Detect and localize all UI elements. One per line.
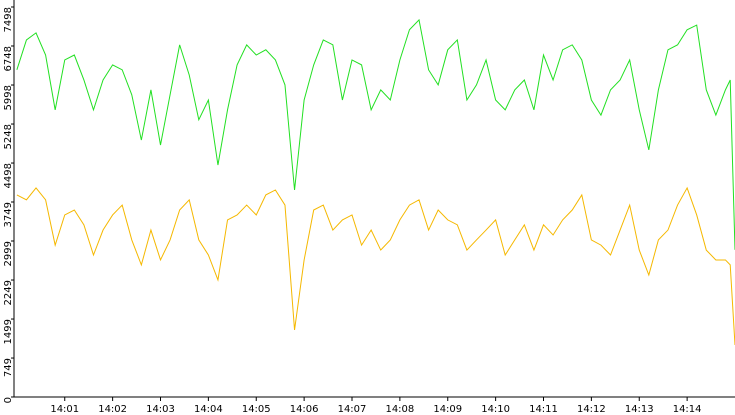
x-tick-label: 14:12: [577, 404, 606, 415]
x-tick-label: 14:05: [242, 404, 271, 415]
x-tick-label: 14:02: [98, 404, 127, 415]
x-tick-label: 14:06: [290, 404, 319, 415]
x-tick-label: 14:13: [625, 404, 654, 415]
x-tick-label: 14:08: [385, 404, 414, 415]
x-tick-label: 14:04: [194, 404, 223, 415]
y-tick-label: 1499: [3, 319, 14, 344]
y-tick-label: 2249: [3, 280, 14, 305]
y-tick-label: 7498: [3, 7, 14, 32]
y-tick-label: 2999: [3, 241, 14, 266]
y-tick-label: 4498: [3, 163, 14, 188]
x-tick-label: 14:07: [338, 404, 367, 415]
y-tick-label: 749: [3, 358, 14, 377]
y-tick-label: 0: [3, 397, 14, 403]
x-tick-label: 14:14: [673, 404, 702, 415]
series-line: [16, 186, 735, 346]
x-tick-label: 14:09: [433, 404, 462, 415]
y-tick-label: 6748: [3, 46, 14, 71]
x-tick-label: 14:01: [50, 404, 79, 415]
x-tick-label: 14:11: [529, 404, 558, 415]
y-tick-label: 5248: [3, 124, 14, 149]
x-tick-label: 14:10: [481, 404, 510, 415]
y-tick-label: 3749: [3, 202, 14, 227]
series-line: [16, 18, 735, 250]
y-tick-label: 5998: [3, 85, 14, 110]
x-tick-label: 14:03: [146, 404, 175, 415]
